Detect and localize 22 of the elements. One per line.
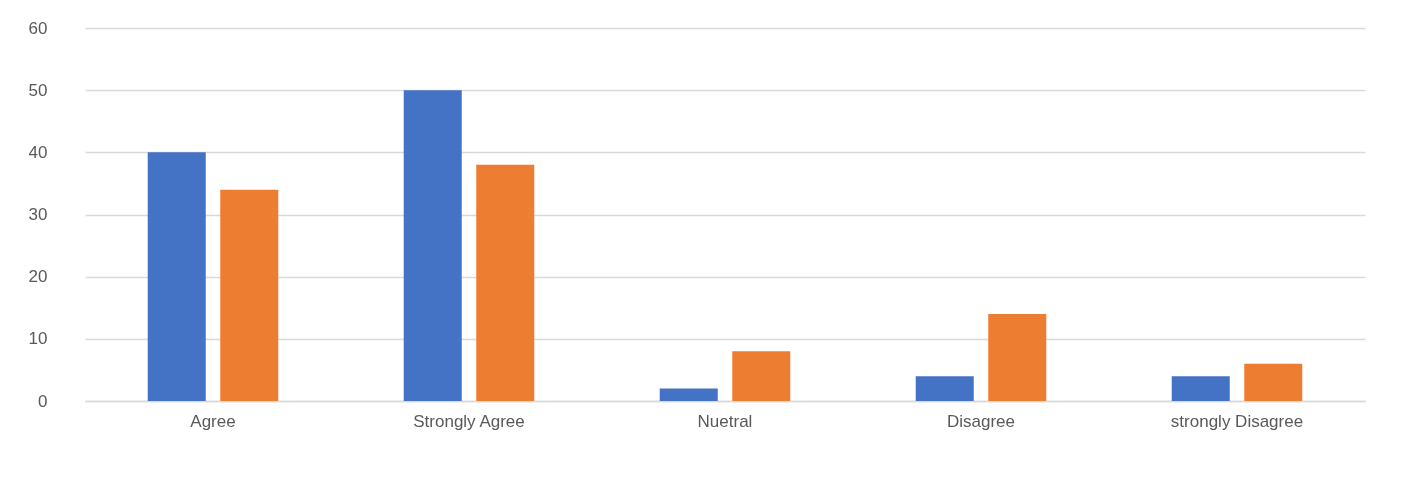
bar <box>659 388 718 401</box>
bar <box>476 164 535 401</box>
y-tick-label: 60 <box>28 18 48 38</box>
bar <box>147 152 206 401</box>
y-tick-label: 50 <box>28 80 48 100</box>
x-tick-label: strongly Disagree <box>1170 411 1304 431</box>
bar <box>915 376 974 401</box>
bar <box>988 313 1047 401</box>
y-tick-label: 20 <box>28 267 48 287</box>
bar <box>732 351 791 401</box>
x-tick-label: Disagree <box>946 411 1016 431</box>
y-tick-label: 0 <box>38 391 48 411</box>
x-tick-label: Agree <box>190 411 236 431</box>
y-tick-label: 30 <box>28 205 48 224</box>
bar <box>220 189 279 401</box>
y-tick-label: 40 <box>28 142 48 162</box>
bar <box>1171 376 1230 401</box>
y-tick-label: 10 <box>28 329 48 349</box>
bar <box>403 90 462 401</box>
bar <box>1244 363 1303 401</box>
x-tick-label: Nuetral <box>697 411 753 431</box>
x-tick-label: Strongly Agree <box>413 411 525 431</box>
